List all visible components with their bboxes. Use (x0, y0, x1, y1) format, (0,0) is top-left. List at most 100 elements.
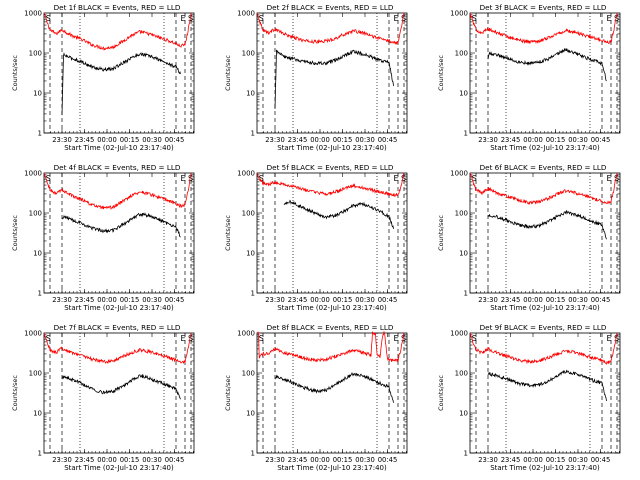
x-tick-label: 23:30 (265, 456, 285, 464)
x-tick-label: 00:15 (333, 456, 353, 464)
events-series-line (61, 212, 181, 238)
x-tick-label: 00:00 (310, 136, 330, 144)
marker-label-s: S (188, 174, 193, 183)
x-tick-label: 23:45 (501, 136, 521, 144)
x-tick-label: 00:15 (333, 136, 353, 144)
y-tick-label: 10 (459, 90, 468, 98)
y-axis-label: Counts/sec (437, 55, 445, 91)
panel-det-6: Det 6f BLACK = Events, RED = LLD 1 10 100 10… (437, 163, 621, 312)
x-tick-label: 00:00 (523, 136, 543, 144)
x-axis-label: Start Time (02-Jul-10 23:17:40) (277, 144, 387, 152)
x-tick-label: 00:30 (142, 456, 162, 464)
panel-title: Det 2f BLACK = Events, RED = LLD (267, 3, 394, 12)
plot-frame (469, 172, 621, 294)
panel-det-4: Det 4f BLACK = Events, RED = LLD 1 10 100 10… (11, 163, 195, 312)
y-axis-label: Counts/sec (437, 215, 445, 251)
y-tick-label: 10 (33, 250, 42, 258)
y-tick-label: 1 (38, 130, 42, 138)
y-tick-label: 1000 (24, 10, 42, 18)
y-tick-label: 1 (251, 130, 255, 138)
x-tick-label: 23:30 (478, 456, 498, 464)
x-tick-label: 00:45 (591, 296, 611, 304)
x-tick-label: 00:00 (97, 296, 117, 304)
x-tick-label: 23:45 (288, 456, 308, 464)
y-tick-label: 10 (246, 410, 255, 418)
lld-series-line (469, 332, 618, 365)
x-tick-label: 00:15 (546, 456, 566, 464)
y-axis-label: Counts/sec (437, 375, 445, 411)
x-tick-label: 00:45 (165, 296, 185, 304)
y-tick-label: 100 (242, 370, 255, 378)
x-axis-label: Start Time (02-Jul-10 23:17:40) (490, 144, 600, 152)
panel-title: Det 9f BLACK = Events, RED = LLD (480, 323, 607, 332)
marker-label-s: S (614, 334, 619, 343)
x-tick-label: 00:30 (142, 136, 162, 144)
plot-frame (469, 12, 621, 134)
x-tick-label: 00:30 (355, 296, 375, 304)
panel-title: Det 8f BLACK = Events, RED = LLD (267, 323, 394, 332)
marker-label-e: E (181, 14, 186, 23)
lld-series-line (469, 12, 618, 45)
plot-frame (43, 172, 195, 294)
y-tick-label: 1 (38, 450, 42, 458)
x-tick-label: 23:45 (501, 456, 521, 464)
plot-frame (256, 172, 408, 294)
y-tick-label: 1000 (24, 170, 42, 178)
panel-title: Det 7f BLACK = Events, RED = LLD (54, 323, 181, 332)
marker-label-e: E (181, 174, 186, 183)
x-axis-label: Start Time (02-Jul-10 23:17:40) (490, 464, 600, 472)
x-tick-label: 00:45 (165, 136, 185, 144)
events-series-line (487, 47, 607, 82)
panel-det-9: Det 9f BLACK = Events, RED = LLD 1 10 100 10… (437, 323, 621, 472)
marker-label-s: S (46, 334, 51, 343)
x-tick-label: 00:30 (355, 136, 375, 144)
marker-label-e: E (607, 334, 612, 343)
y-tick-label: 1 (464, 290, 468, 298)
x-tick-label: 00:30 (568, 136, 588, 144)
x-axis-label: Start Time (02-Jul-10 23:17:40) (277, 464, 387, 472)
panel-det-1: Det 1f BLACK = Events, RED = LLD 1 10 100 10… (11, 3, 195, 152)
y-axis-label: Counts/sec (11, 375, 19, 411)
y-axis-label: Counts/sec (11, 215, 19, 251)
y-tick-label: 10 (459, 250, 468, 258)
panel-title: Det 1f BLACK = Events, RED = LLD (54, 3, 181, 12)
x-axis-label: Start Time (02-Jul-10 23:17:40) (277, 304, 387, 312)
y-axis-label: Counts/sec (224, 215, 232, 251)
y-tick-label: 1000 (450, 10, 468, 18)
x-tick-label: 00:00 (310, 296, 330, 304)
x-tick-label: 23:30 (265, 136, 285, 144)
x-tick-label: 23:45 (501, 296, 521, 304)
x-tick-label: 23:45 (288, 296, 308, 304)
y-tick-label: 10 (33, 90, 42, 98)
marker-label-e: E (181, 334, 186, 343)
x-tick-label: 00:15 (546, 136, 566, 144)
panel-title: Det 3f BLACK = Events, RED = LLD (480, 3, 607, 12)
x-tick-label: 23:45 (75, 296, 95, 304)
x-tick-label: 23:30 (478, 136, 498, 144)
marker-label-s: S (259, 14, 264, 23)
lld-series-line (43, 332, 192, 364)
marker-label-s: S (401, 174, 406, 183)
plot-frame (43, 332, 195, 454)
y-tick-label: 1000 (450, 170, 468, 178)
x-tick-label: 00:45 (591, 456, 611, 464)
x-axis-label: Start Time (02-Jul-10 23:17:40) (64, 304, 174, 312)
x-axis-label: Start Time (02-Jul-10 23:17:40) (490, 304, 600, 312)
x-tick-label: 00:30 (142, 296, 162, 304)
y-tick-label: 100 (455, 50, 468, 58)
marker-label-e: E (607, 174, 612, 183)
y-tick-label: 1 (464, 450, 468, 458)
y-tick-label: 10 (246, 250, 255, 258)
y-tick-label: 100 (455, 370, 468, 378)
marker-label-s: S (46, 14, 51, 23)
y-tick-label: 1 (464, 130, 468, 138)
y-tick-label: 1 (251, 450, 255, 458)
x-tick-label: 00:45 (165, 456, 185, 464)
marker-label-s: S (46, 174, 51, 183)
x-tick-label: 00:00 (310, 456, 330, 464)
x-tick-label: 00:15 (120, 296, 140, 304)
x-tick-label: 23:45 (288, 136, 308, 144)
x-axis-label: Start Time (02-Jul-10 23:17:40) (64, 144, 174, 152)
y-axis-label: Counts/sec (224, 55, 232, 91)
x-axis-label: Start Time (02-Jul-10 23:17:40) (64, 464, 174, 472)
